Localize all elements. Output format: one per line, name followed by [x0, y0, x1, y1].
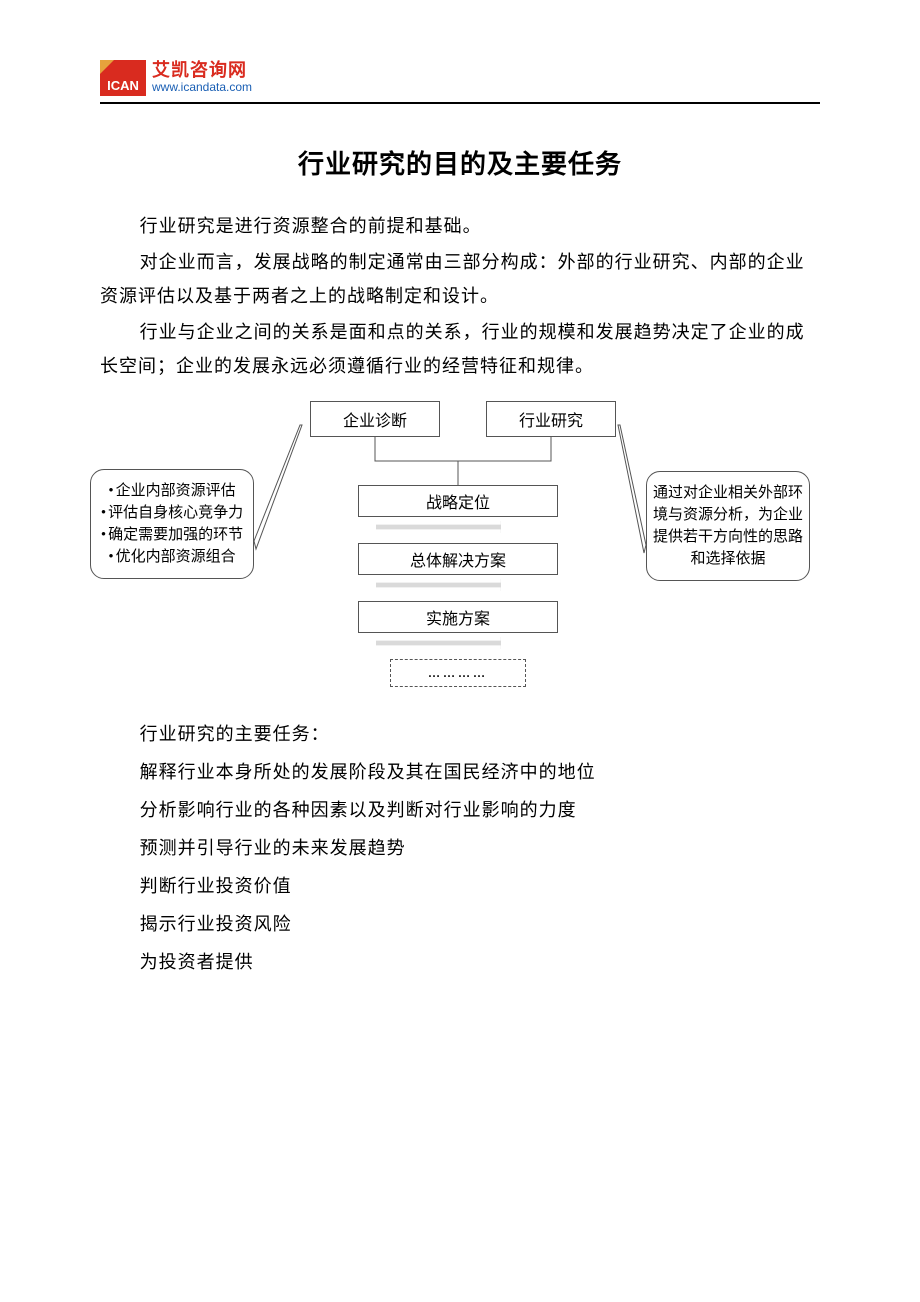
intro-paragraph: 行业与企业之间的关系是面和点的关系，行业的规模和发展趋势决定了企业的成长空间；企… — [100, 315, 820, 383]
flow-node-label: 实施方案 — [426, 605, 490, 629]
header-rule — [100, 102, 820, 104]
logo-text-block: 艾凯咨询网 www.icandata.com — [152, 60, 252, 96]
flow-node-label: ………… — [428, 666, 488, 681]
logo-badge-text: ICAN — [107, 78, 139, 93]
flowchart-canvas: 企业诊断 行业研究 战略定位 总体解决方案 实施方案 ………… — [90, 401, 810, 701]
document-page: ICAN 艾凯咨询网 www.icandata.com 行业研究的目的及主要任务… — [0, 0, 920, 1302]
strategy-flowchart: 企业诊断 行业研究 战略定位 总体解决方案 实施方案 ………… — [80, 401, 820, 701]
callout-external-analysis: 通过对企业相关外部环境与资源分析，为企业提供若干方向性的思路和选择依据 — [646, 471, 810, 581]
callout-text: 通过对企业相关外部环境与资源分析，为企业提供若干方向性的思路和选择依据 — [653, 485, 803, 567]
flow-node-label: 总体解决方案 — [410, 547, 506, 571]
flow-node-label: 战略定位 — [426, 489, 490, 513]
task-item: 预测并引导行业的未来发展趋势 — [100, 829, 820, 867]
flow-node-label: 行业研究 — [519, 407, 583, 431]
callout-item: 评估自身核心竞争力 — [97, 502, 247, 524]
connector-line — [375, 437, 458, 485]
callout-item: 企业内部资源评估 — [97, 480, 247, 502]
callout-pointer-left — [254, 425, 302, 549]
flow-node-strategic-positioning: 战略定位 — [358, 485, 558, 517]
flow-node-industry-research: 行业研究 — [486, 401, 616, 437]
intro-paragraph: 对企业而言，发展战略的制定通常由三部分构成：外部的行业研究、内部的企业资源评估以… — [100, 245, 820, 313]
connector-line — [458, 437, 551, 485]
tasks-heading: 行业研究的主要任务： — [100, 715, 820, 753]
logo-url-text: www.icandata.com — [152, 80, 252, 94]
page-title: 行业研究的目的及主要任务 — [100, 144, 820, 181]
flow-node-label: 企业诊断 — [343, 407, 407, 431]
flow-node-overall-solution: 总体解决方案 — [358, 543, 558, 575]
logo: ICAN 艾凯咨询网 www.icandata.com — [100, 60, 820, 96]
task-item: 为投资者提供 — [100, 943, 820, 981]
task-item: 揭示行业投资风险 — [100, 905, 820, 943]
flow-node-implementation-plan: 实施方案 — [358, 601, 558, 633]
logo-cn-text: 艾凯咨询网 — [152, 60, 252, 80]
flow-node-enterprise-diagnosis: 企业诊断 — [310, 401, 440, 437]
callout-item: 优化内部资源组合 — [97, 546, 247, 568]
intro-paragraph: 行业研究是进行资源整合的前提和基础。 — [100, 209, 820, 243]
flow-node-ellipsis: ………… — [390, 659, 526, 687]
callout-enterprise-internal: 企业内部资源评估 评估自身核心竞争力 确定需要加强的环节 优化内部资源组合 — [90, 469, 254, 579]
task-item: 分析影响行业的各种因素以及判断对行业影响的力度 — [100, 791, 820, 829]
callout-item: 确定需要加强的环节 — [97, 524, 247, 546]
callout-pointer-right — [618, 425, 646, 553]
logo-badge: ICAN — [100, 60, 146, 96]
task-item: 解释行业本身所处的发展阶段及其在国民经济中的地位 — [100, 753, 820, 791]
task-item: 判断行业投资价值 — [100, 867, 820, 905]
